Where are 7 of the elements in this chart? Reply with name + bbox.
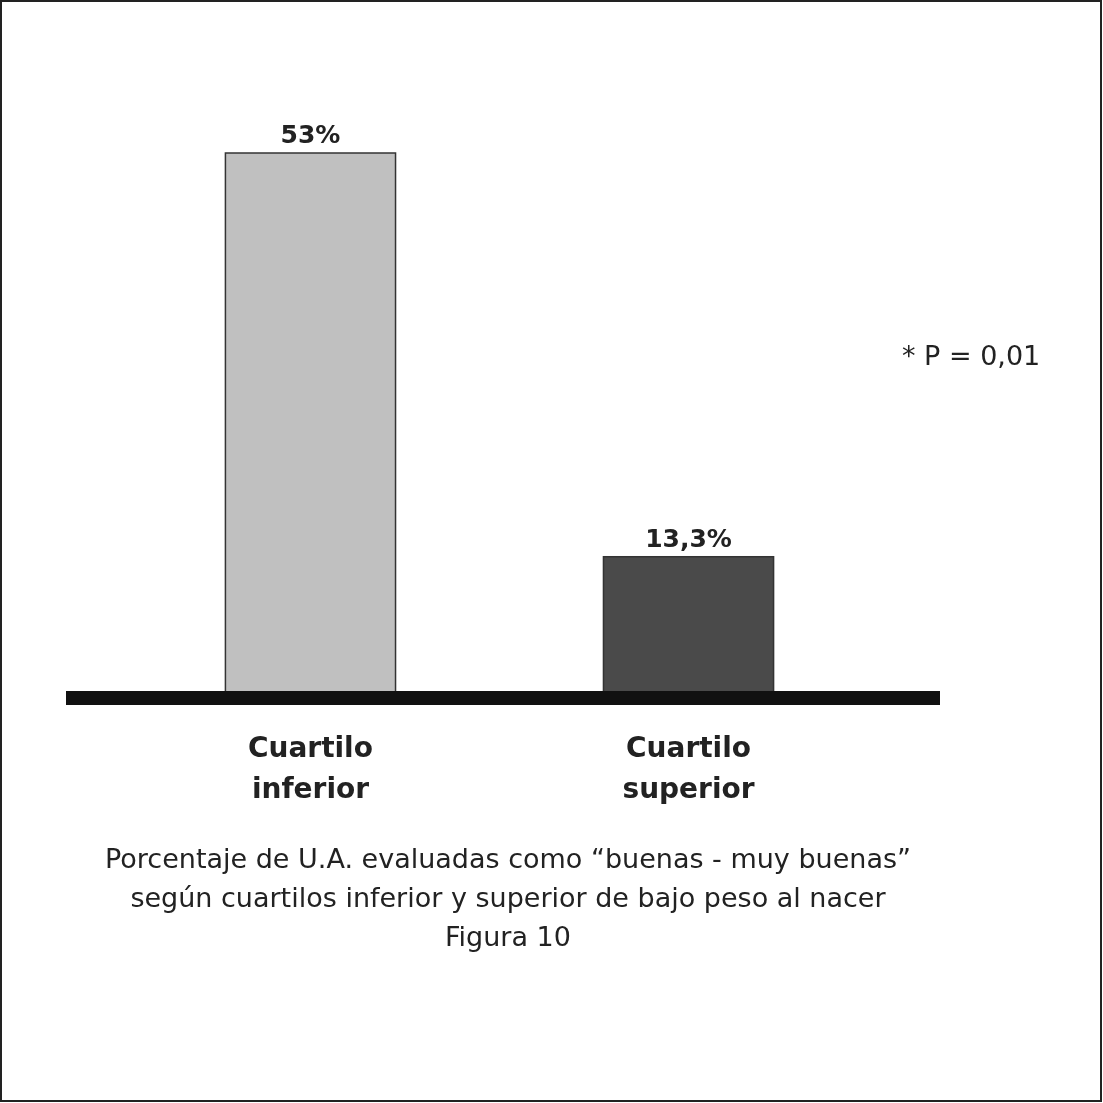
x-tick-label: Cuartilo superior [622, 731, 755, 805]
x-tick-label: Cuartilo inferior [247, 731, 373, 805]
data-label: 53% [280, 120, 341, 149]
data-label: 13,3% [645, 523, 732, 553]
text: Porcentaje de U.A. evaluadas como “buenas - muy buenas” según cuartilos inferior y superior de bajo peso al nacer [104, 843, 912, 913]
text: Figura 10 [445, 921, 571, 952]
text: * P = 0,01 [902, 340, 1041, 371]
